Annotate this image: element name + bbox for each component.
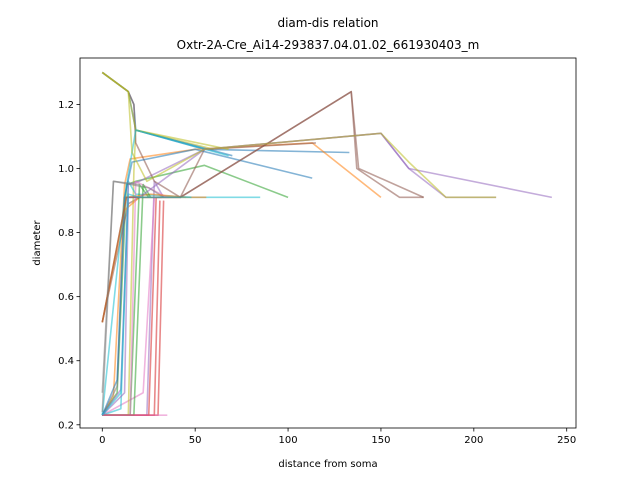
y-tick-label: 1.2 (58, 100, 74, 111)
chart-title-line-1: diam-dis relation (277, 16, 378, 30)
x-tick-label: 100 (279, 435, 298, 446)
y-axis-label: diameter (32, 219, 43, 265)
x-tick-label: 150 (371, 435, 390, 446)
series-line-27 (101, 180, 140, 413)
y-tick-label: 1.0 (58, 164, 74, 175)
chart-title-line-2: Oxtr-2A-Cre_Ai14-293837.04.01.02_6619304… (177, 38, 480, 52)
y-tick-label: 0.2 (58, 420, 74, 431)
x-tick-label: 200 (464, 435, 483, 446)
series-line-20 (101, 148, 313, 416)
series-group (101, 71, 553, 416)
x-axis-label: distance from soma (278, 459, 377, 470)
x-tick-label: 50 (189, 435, 202, 446)
series-line-19 (101, 129, 229, 416)
x-tick-label: 250 (557, 435, 576, 446)
series-line-28 (101, 71, 497, 199)
y-axis: 0.2 0.4 0.6 0.8 1.0 1.2 (58, 100, 80, 431)
x-tick-label: 0 (99, 435, 105, 446)
y-tick-label: 0.6 (58, 292, 74, 303)
x-axis: 0 50 100 150 200 250 (99, 428, 576, 446)
y-tick-label: 0.8 (58, 228, 74, 239)
series-line-29 (101, 193, 192, 416)
plot-frame (79, 57, 577, 429)
y-tick-label: 0.4 (58, 356, 74, 367)
